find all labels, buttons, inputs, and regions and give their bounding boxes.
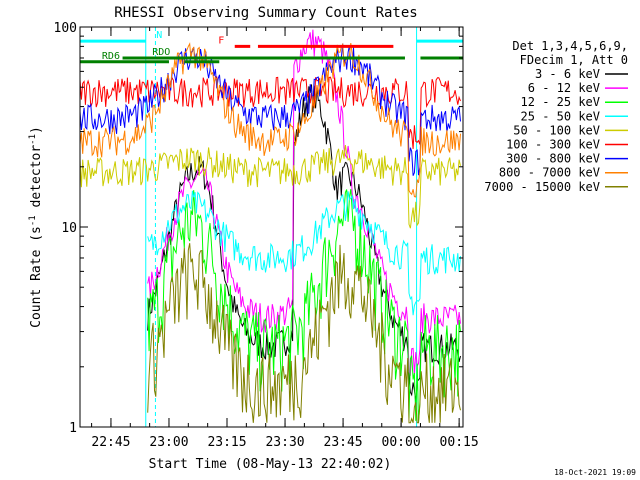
y-axis-label-exp1: -1: [28, 215, 38, 226]
legend-label-2: 6 - 12 keV: [528, 81, 600, 95]
x-axis: 22:45 23:00 23:15 23:30 23:45 00:00 00:15: [91, 27, 479, 450]
flag-label-n: N: [156, 30, 162, 41]
chart-title: RHESSI Observing Summary Count Rates: [114, 5, 417, 21]
y-axis-label-main: Count Rate (s: [29, 226, 44, 328]
legend: Det 1,3,4,5,6,9, FDecim 1, Att 0 3 - 6 k…: [484, 39, 628, 194]
legend-label-8: 800 - 7000 keV: [499, 166, 600, 180]
series-line-6: [79, 76, 461, 149]
x-tick-label: 23:45: [324, 435, 363, 450]
series-layer: [79, 29, 461, 424]
flag-label-rdo: RDO: [152, 47, 170, 58]
legend-header-line-2: FDecim 1, Att 0: [520, 53, 628, 67]
x-axis-label: Start Time (08-May-13 22:40:02): [149, 457, 392, 472]
legend-label-3: 12 - 25 keV: [521, 95, 600, 109]
legend-label-6: 100 - 300 keV: [506, 138, 600, 152]
flag-layer: N F RDO RD6: [80, 30, 463, 64]
series-line-5: [79, 145, 461, 229]
x-tick-label: 23:30: [265, 435, 304, 450]
legend-label-5: 50 - 100 keV: [513, 123, 600, 137]
flag-label-rd6: RD6: [102, 51, 120, 62]
footer-timestamp: 18-Oct-2021 19:09: [554, 468, 636, 477]
flag-label-f: F: [218, 35, 224, 46]
y-axis-label-exp2: -1: [28, 134, 38, 145]
series-line-8: [79, 42, 461, 198]
y-axis-label-mid: detector: [29, 145, 44, 216]
legend-header-line-1: Det 1,3,4,5,6,9,: [512, 39, 628, 53]
legend-label-4: 25 - 50 keV: [521, 109, 600, 123]
series-line-9: [147, 243, 461, 424]
y-axis-label-end: ): [29, 126, 44, 134]
series-line-7: [79, 43, 461, 176]
y-axis-label: Count Rate (s-1 detector-1): [28, 126, 44, 328]
x-tick-label: 22:45: [91, 435, 130, 450]
legend-label-7: 300 - 800 keV: [506, 152, 600, 166]
y-tick-label: 10: [61, 221, 77, 236]
x-tick-label: 00:15: [440, 435, 479, 450]
x-tick-label: 00:00: [382, 435, 421, 450]
legend-label-1: 3 - 6 keV: [535, 67, 600, 81]
x-tick-label: 23:15: [207, 435, 246, 450]
legend-label-9: 7000 - 15000 keV: [484, 180, 600, 194]
x-tick-label: 23:00: [149, 435, 188, 450]
y-tick-label: 1: [69, 421, 77, 436]
y-tick-label: 100: [54, 21, 77, 36]
series-line-4: [147, 190, 461, 316]
